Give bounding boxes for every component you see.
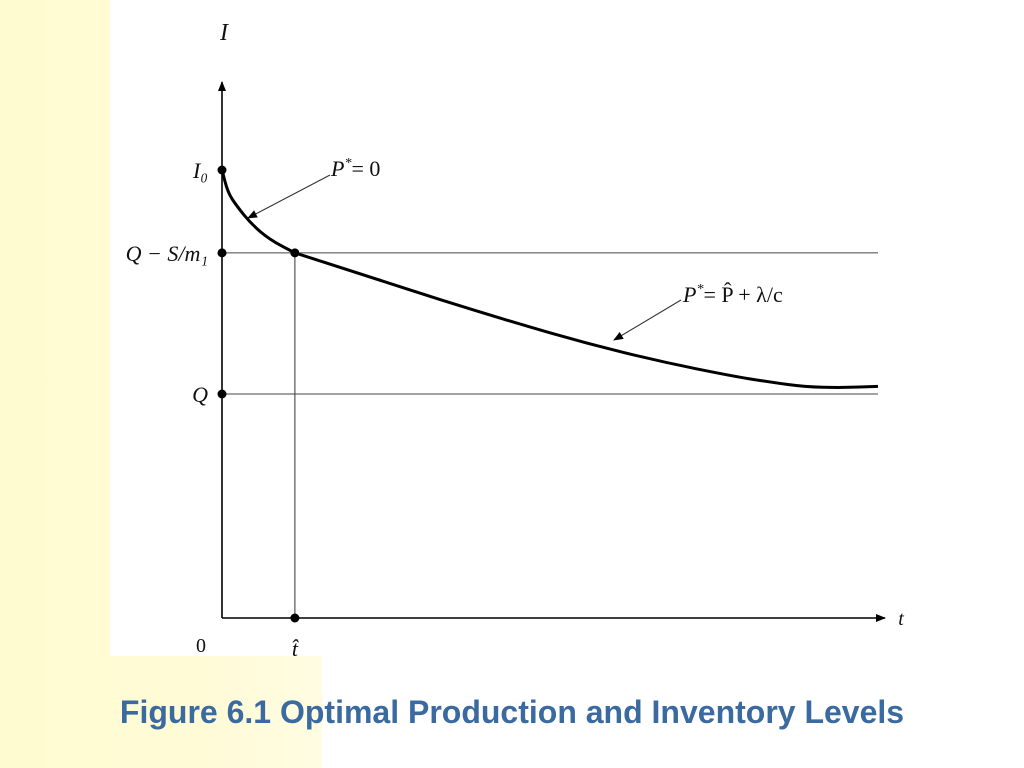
x-tick-label: t̂: [292, 636, 300, 661]
figure-caption: Figure 6.1 Optimal Production and Invent…: [119, 694, 905, 730]
annotation-arrow: [247, 174, 331, 219]
y-tick-marker: [217, 248, 227, 258]
curve-segment-2: [294, 251, 879, 389]
y-axis-label: I: [219, 20, 229, 46]
figure-panel: [110, 0, 1024, 656]
y-tick-label: Q − S/m₁: [126, 241, 208, 266]
x-axis-label: t: [898, 608, 904, 630]
annotation-label: P*= 0: [330, 156, 380, 181]
origin-label: 0: [196, 635, 206, 657]
annotation-label: P*= P̂ + λ/c: [682, 282, 783, 307]
y-tick-marker: [217, 165, 227, 175]
y-tick-label: I₀: [192, 158, 208, 183]
annotation-arrow: [613, 299, 682, 341]
y-tick-label: Q: [192, 382, 208, 407]
chart: It 0 I₀ Q − S/m₁ Qt̂ P*= 0 P*= P̂ + λ/c: [126, 20, 905, 661]
curve-segment-1: [220, 169, 296, 255]
y-tick-marker: [217, 389, 227, 399]
intersection-point: [290, 248, 300, 258]
x-tick-marker: [290, 613, 300, 623]
